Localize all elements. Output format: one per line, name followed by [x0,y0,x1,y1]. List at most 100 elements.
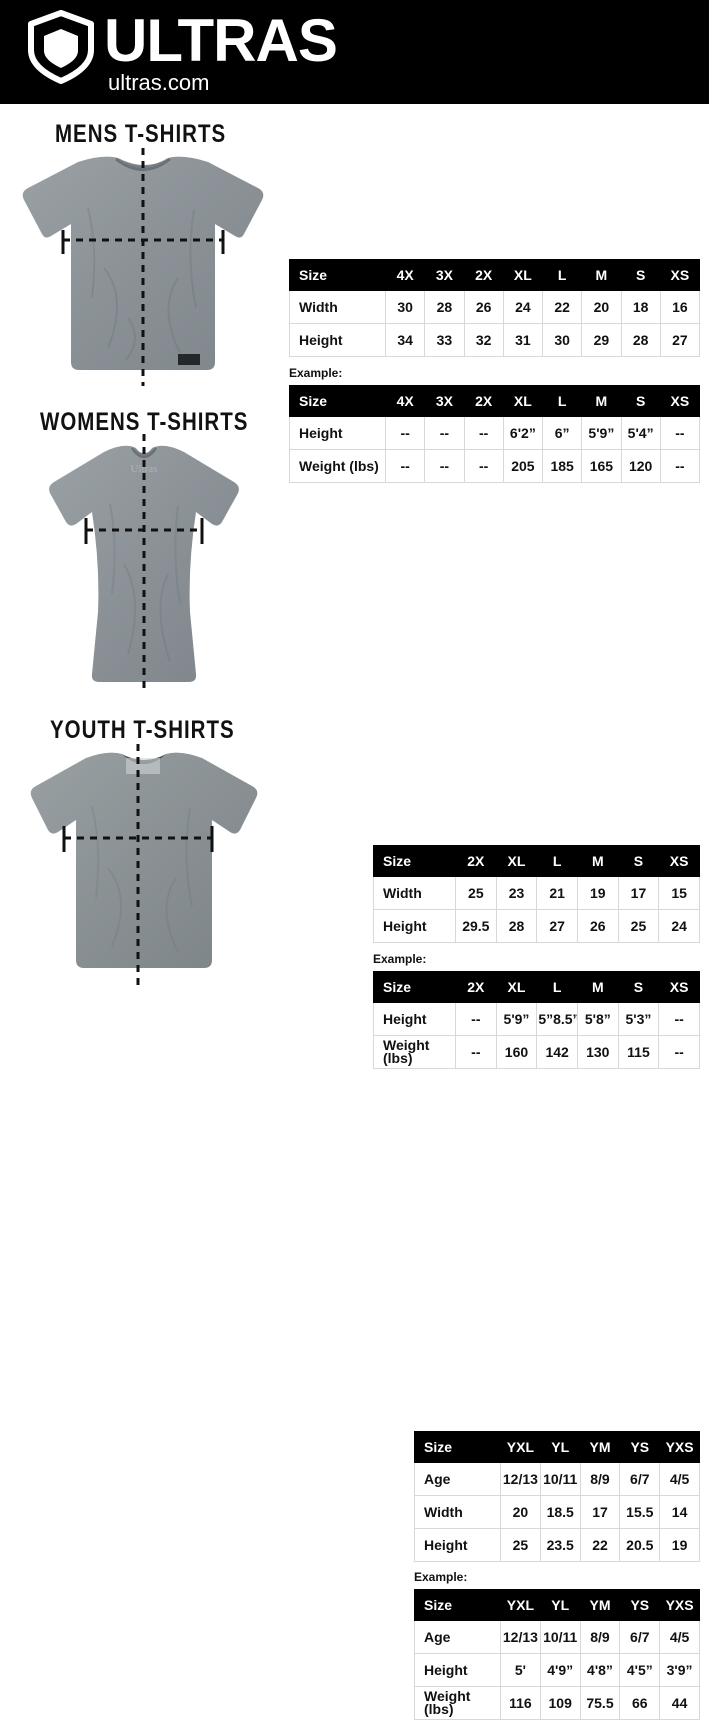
row-label: Height [289,323,386,357]
womens-size-table-block: Size 2X XL L M S XS Width 25 23 21 19 17 [373,845,700,943]
cell: 15 [658,876,700,910]
table-row: Height 25 23.5 22 20.5 19 [414,1528,700,1562]
cell: -- [659,416,701,450]
column-header: XS [659,259,701,291]
column-header: 2X [455,845,497,877]
womens-size-table: Size 2X XL L M S XS Width 25 23 21 19 17 [373,845,700,943]
cell: 27 [659,323,701,357]
table-row: Width 20 18.5 17 15.5 14 [414,1495,700,1529]
cell: 20 [500,1495,541,1529]
column-header: YL [539,1431,581,1463]
cell: 17 [579,1495,621,1529]
cell: 4'5” [619,1653,661,1687]
cell: -- [384,416,426,450]
cell: 109 [539,1686,581,1720]
cell: 20.5 [619,1528,661,1562]
table-header-row: Size YXL YL YM YS YXS [414,1589,700,1621]
cell: 44 [659,1686,700,1720]
section-title-youth: YOUTH T-SHIRTS [50,716,235,744]
column-header: 4X [384,259,426,291]
brand-text-block: ULTRAS ultras.com [104,11,338,95]
cell: 5' [500,1653,541,1687]
cell: -- [659,449,701,483]
cell: 12/13 [500,1620,541,1654]
row-label: Age [414,1620,501,1654]
column-header: YXS [659,1589,700,1621]
section-youth: YOUTH T-SHIRTS [0,708,709,1720]
youth-tshirt-illustration [8,744,280,992]
brand-logo: ULTRAS ultras.com [24,10,338,95]
cell: 24 [502,290,544,324]
table-row: Weight (lbs) -- -- -- 205 185 165 120 -- [289,449,701,483]
column-header: Size [289,259,386,291]
cell: 30 [541,323,583,357]
row-label: Width [289,290,386,324]
row-label: Height [414,1653,501,1687]
column-header: 2X [463,259,504,291]
column-header: XL [495,971,538,1003]
cell: 15.5 [619,1495,661,1529]
column-header: XS [659,385,701,417]
cell: 205 [502,449,544,483]
column-header: YM [579,1431,621,1463]
example-label: Example: [414,1570,468,1584]
youth-size-table: Size YXL YL YM YS YXS Age 12/13 10/11 8/… [414,1431,700,1562]
cell: 28 [424,290,465,324]
column-header: YXL [500,1589,541,1621]
cell: 10/11 [539,1462,581,1496]
section-title-mens: MENS T-SHIRTS [55,120,227,148]
table-header-row: Size 2X XL L M S XS [373,845,700,877]
table-header-row: Size YXL YL YM YS YXS [414,1431,700,1463]
cell: 4/5 [659,1462,700,1496]
column-header: YXS [659,1431,700,1463]
page-header: ULTRAS ultras.com [0,0,709,104]
column-header: Size [414,1431,501,1463]
table-row: Age 12/13 10/11 8/9 6/7 4/5 [414,1620,700,1654]
youth-example-table: Size YXL YL YM YS YXS Age 12/13 10/11 8/… [414,1589,700,1720]
cell: 4/5 [659,1620,700,1654]
row-label: Height [414,1528,501,1562]
cell: 19 [659,1528,700,1562]
table-row: Weight (lbs) -- 160 142 130 115 -- [373,1035,700,1069]
brand-url: ultras.com [108,70,210,95]
cell: 130 [576,1035,619,1069]
cell: -- [424,416,465,450]
table-row: Height -- -- -- 6'2” 6” 5'9” 5'4” -- [289,416,701,450]
row-label: Age [414,1462,501,1496]
cell: 12/13 [500,1462,541,1496]
column-header: XL [502,259,544,291]
column-header: YS [619,1589,661,1621]
cell: 28 [620,323,661,357]
youth-size-table-block: Size YXL YL YM YS YXS Age 12/13 10/11 8/… [414,1431,700,1562]
column-header: S [617,845,660,877]
cell: 142 [536,1035,578,1069]
cell: 30 [384,290,426,324]
cell: 160 [495,1035,538,1069]
column-header: YS [619,1431,661,1463]
cell: 23 [495,876,538,910]
youth-example-table-block: Example: Size YXL YL YM YS YXS Age 12/13… [414,1570,700,1720]
cell: 5'9” [581,416,622,450]
cell: 165 [581,449,622,483]
cell: 29 [581,323,622,357]
column-header: 2X [463,385,504,417]
example-label: Example: [289,366,343,380]
column-header: XL [502,385,544,417]
section-mens: MENS T-SHIRTS [0,104,709,483]
column-header: S [617,971,660,1003]
column-header: M [576,971,619,1003]
cell: -- [463,449,504,483]
cell: 120 [620,449,661,483]
column-header: 2X [455,971,497,1003]
cell: 34 [384,323,426,357]
column-header: YXL [500,1431,541,1463]
brand-name: ULTRAS [104,7,338,74]
column-header: L [536,845,578,877]
cell: 10/11 [539,1620,581,1654]
ultras-shield-icon [24,10,98,84]
table-row: Weight (lbs) 116 109 75.5 66 44 [414,1686,700,1720]
column-header: Size [414,1589,501,1621]
cell: 24 [658,909,700,943]
cell: -- [658,1035,700,1069]
row-label: Width [414,1495,501,1529]
